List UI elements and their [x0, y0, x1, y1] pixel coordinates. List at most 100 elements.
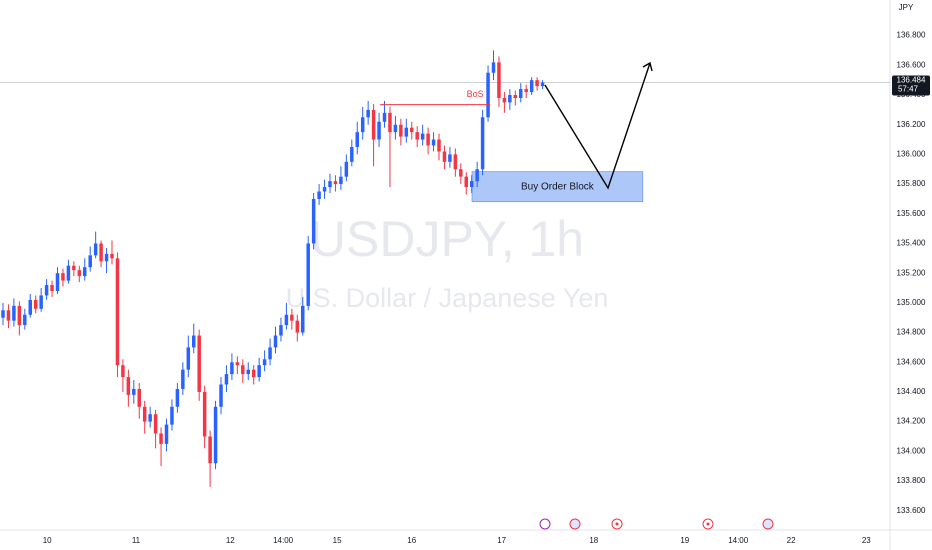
- candle-body: [437, 139, 441, 152]
- arrow-head: [642, 61, 653, 72]
- x-tick-label: 23: [862, 536, 871, 545]
- candle-body: [382, 112, 387, 122]
- candle-body: [6, 310, 11, 321]
- candle-body: [415, 132, 419, 140]
- y-tick-label: 135.600: [897, 209, 926, 218]
- candle-body: [290, 314, 294, 321]
- candle-body: [202, 391, 207, 437]
- candle-body: [317, 191, 321, 199]
- candle-body: [132, 388, 136, 395]
- candle-body: [164, 424, 169, 444]
- candle-body: [148, 414, 152, 422]
- event-icon: [611, 518, 623, 530]
- candle-body: [126, 377, 131, 395]
- y-tick-label: 136.800: [897, 31, 926, 40]
- candle-body: [208, 436, 212, 464]
- candle-body: [33, 299, 38, 309]
- candle-body: [393, 124, 398, 133]
- candle-body: [410, 127, 414, 133]
- candle-body: [181, 369, 185, 389]
- candle-body: [12, 305, 16, 321]
- candle-body: [93, 243, 98, 256]
- candle-body: [251, 369, 256, 378]
- candle-body: [44, 285, 49, 296]
- candle-body: [137, 388, 141, 407]
- candle-body: [360, 117, 365, 133]
- watermark: USDJPY, 1h: [310, 211, 584, 267]
- candle-body: [83, 267, 87, 277]
- candle-body: [322, 187, 327, 192]
- x-tick-label: 16: [407, 536, 416, 545]
- x-tick-label: 11: [132, 536, 141, 545]
- candle-body: [524, 89, 528, 93]
- event-icon: [762, 518, 774, 530]
- candle-body: [88, 255, 92, 268]
- candle-body: [192, 335, 196, 348]
- candle-body: [513, 95, 518, 98]
- candle-body: [273, 335, 278, 348]
- candle-body: [426, 133, 430, 146]
- candle-body: [39, 295, 43, 309]
- candle-body: [246, 369, 250, 375]
- x-tick-label: 15: [333, 536, 342, 545]
- candle-body: [142, 406, 147, 422]
- candle-body: [17, 305, 22, 326]
- candle-body: [55, 273, 60, 291]
- x-tick-label: 22: [787, 536, 796, 545]
- candle-body: [170, 406, 174, 425]
- candle-body: [197, 335, 201, 392]
- order-block-label: Buy Order Block: [521, 181, 595, 192]
- candle-body: [508, 95, 512, 103]
- candle-body: [377, 121, 381, 140]
- candle-body: [497, 62, 501, 98]
- candle-body: [469, 181, 474, 188]
- order-block: [471, 171, 644, 203]
- candle-body: [420, 133, 425, 140]
- candle-body: [28, 299, 32, 315]
- candle-body: [328, 181, 332, 188]
- countdown-label: 57:47: [898, 85, 919, 94]
- plot: Buy Order Block BoS: [0, 50, 890, 487]
- event-icon: [702, 518, 714, 530]
- candle-body: [72, 265, 76, 271]
- y-tick-label: 133.800: [897, 476, 926, 485]
- candle-body: [230, 362, 234, 375]
- candle-body: [371, 109, 376, 140]
- x-tick-label: 14:00: [728, 536, 749, 545]
- x-tick-label: 10: [43, 536, 52, 545]
- candle-body: [77, 270, 82, 277]
- candle-body: [448, 154, 452, 162]
- x-tick-label: 19: [680, 536, 689, 545]
- x-tick-label: 14:00: [273, 536, 294, 545]
- candle-body: [491, 62, 496, 73]
- candle-body: [104, 253, 109, 262]
- candle-body: [502, 97, 507, 103]
- candle-body: [23, 314, 27, 326]
- bos-label: BoS: [467, 89, 484, 99]
- candle-body: [115, 258, 120, 366]
- candle-body: [333, 181, 338, 185]
- arrow-drawing: [544, 61, 653, 190]
- candle-body: [442, 151, 447, 162]
- y-tick-label: 134.200: [897, 417, 926, 426]
- y-tick-label: 134.600: [897, 357, 926, 366]
- candle-body: [311, 198, 316, 244]
- candle-body: [99, 243, 103, 262]
- candle-body: [355, 132, 359, 147]
- candle-body: [306, 243, 310, 306]
- watermark-subtitle: U.S. Dollar / Japanese Yen: [286, 283, 609, 313]
- y-tick-label: 134.800: [897, 328, 926, 337]
- y-tick-label: 136.000: [897, 150, 926, 159]
- candle-body: [66, 265, 71, 281]
- candle-body: [235, 362, 240, 366]
- y-tick-label: 135.200: [897, 268, 926, 277]
- candle-body: [224, 374, 229, 385]
- candle-body: [366, 109, 370, 118]
- candle-body: [399, 124, 403, 137]
- event-icon: [569, 518, 581, 530]
- candle-body: [186, 347, 191, 370]
- candle-body: [61, 273, 65, 281]
- candle-body: [279, 325, 283, 336]
- arrow-path: [544, 62, 651, 190]
- candle-body: [464, 176, 468, 188]
